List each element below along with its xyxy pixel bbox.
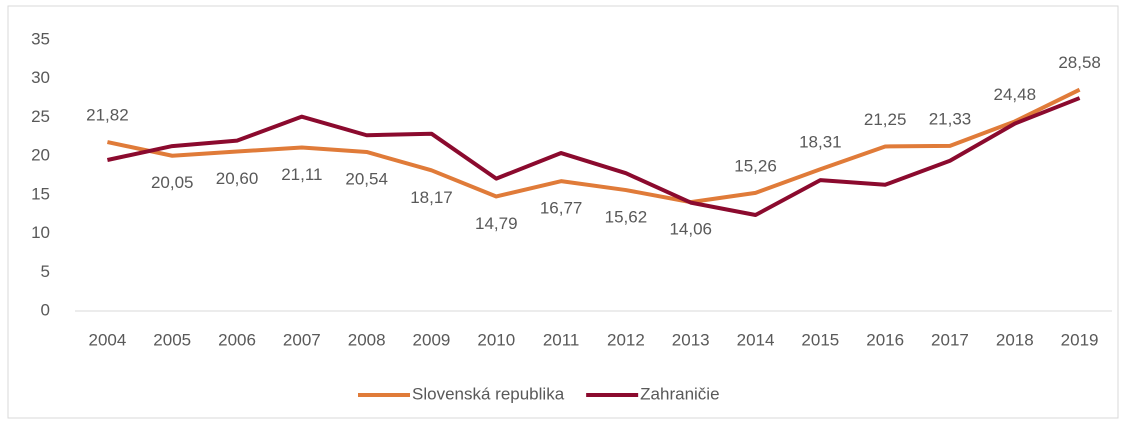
y-tick-label: 35 [31,29,50,48]
data-label: 15,26 [734,156,777,175]
x-tick-label: 2019 [1061,330,1099,349]
data-label: 15,62 [605,208,648,227]
y-tick-label: 20 [31,146,50,165]
data-label: 18,31 [799,133,842,152]
series-line [106,96,1081,217]
x-tick-label: 2018 [996,330,1034,349]
chart-frame [7,5,1119,419]
x-tick-label: 2009 [413,330,451,349]
y-tick-label: 15 [31,184,50,203]
x-tick-label: 2012 [607,330,645,349]
legend-label: Slovenská republika [412,384,565,403]
x-tick-label: 2011 [543,330,580,349]
x-tick-label: 2010 [477,330,515,349]
data-label: 28,58 [1058,53,1101,72]
data-label: 21,25 [864,110,907,129]
x-tick-label: 2008 [348,330,386,349]
x-tick-label: 2005 [153,330,191,349]
data-label: 21,33 [929,109,972,128]
data-label: 20,05 [151,173,194,192]
x-tick-label: 2013 [672,330,710,349]
y-tick-label: 0 [41,300,50,319]
data-label: 20,60 [216,169,259,188]
y-tick-label: 30 [31,68,50,87]
data-label: 21,11 [281,165,322,184]
legend-label: Zahraničie [640,384,719,403]
x-tick-label: 2007 [283,330,321,349]
x-tick-label: 2006 [218,330,256,349]
y-tick-label: 5 [41,262,50,281]
x-tick-label: 2015 [801,330,839,349]
y-tick-label: 10 [31,223,50,242]
x-tick-label: 2016 [866,330,904,349]
data-label: 20,54 [345,169,388,188]
data-label: 14,06 [669,220,712,239]
data-label: 16,77 [540,199,583,218]
data-label: 21,82 [86,106,129,125]
x-tick-label: 2004 [88,330,126,349]
y-tick-label: 25 [31,107,50,126]
data-label: 24,48 [994,85,1037,104]
x-tick-label: 2017 [931,330,969,349]
data-label: 18,17 [410,188,453,207]
data-label: 14,79 [475,214,518,233]
series-line [106,87,1081,205]
x-tick-label: 2014 [737,330,775,349]
